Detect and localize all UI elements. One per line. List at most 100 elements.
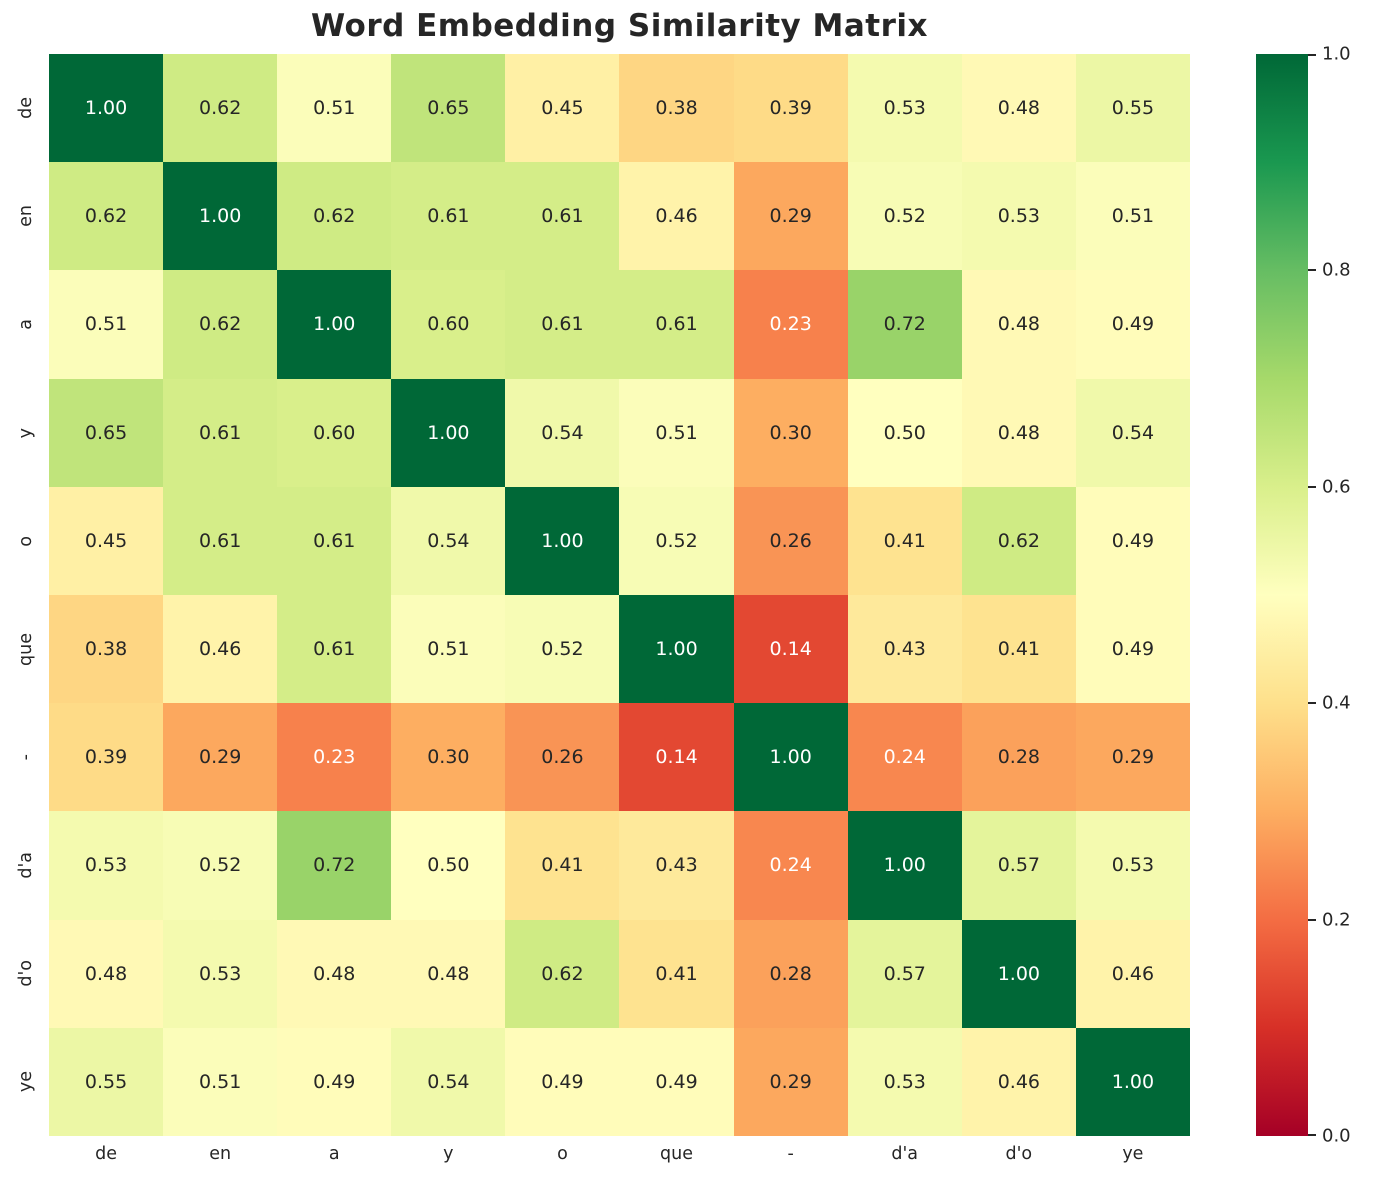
heatmap-cell: 0.54 bbox=[391, 1027, 506, 1136]
heatmap-cell: 0.30 bbox=[391, 703, 506, 812]
heatmap-cell: 0.57 bbox=[847, 919, 962, 1028]
colorbar-tick-mark bbox=[1308, 269, 1316, 272]
heatmap-cell: 0.65 bbox=[391, 54, 506, 163]
heatmap-cell: 0.53 bbox=[1075, 811, 1190, 920]
heatmap-cell: 0.61 bbox=[505, 162, 620, 271]
heatmap-cell: 0.53 bbox=[847, 1027, 962, 1136]
x-tick-label: a bbox=[328, 1144, 340, 1164]
heatmap-cell: 0.45 bbox=[49, 486, 164, 595]
heatmap-cell: 0.48 bbox=[961, 54, 1076, 163]
x-tick-label: que bbox=[660, 1144, 693, 1164]
x-axis-tick-labels: de en a y o que - d'a d'o ye bbox=[49, 1144, 1190, 1174]
heatmap-cell: 0.43 bbox=[619, 811, 734, 920]
colorbar-tick-label: 0.2 bbox=[1322, 909, 1351, 931]
heatmap-cell: 0.48 bbox=[277, 919, 392, 1028]
heatmap-cell: 1.00 bbox=[163, 162, 278, 271]
heatmap-cell: 0.50 bbox=[847, 378, 962, 487]
heatmap-cell: 0.28 bbox=[961, 703, 1076, 812]
x-tick-label: d'a bbox=[891, 1144, 919, 1164]
heatmap-cell: 1.00 bbox=[1075, 1027, 1190, 1136]
heatmap-cell: 0.62 bbox=[505, 919, 620, 1028]
heatmap-cell: 0.39 bbox=[49, 703, 164, 812]
heatmap-cell: 0.62 bbox=[49, 162, 164, 271]
heatmap-cell: 0.61 bbox=[619, 270, 734, 379]
heatmap-cell: 0.38 bbox=[619, 54, 734, 163]
heatmap-cell: 0.46 bbox=[619, 162, 734, 271]
y-tick-label: - bbox=[16, 754, 36, 761]
heatmap-cell: 1.00 bbox=[391, 378, 506, 487]
x-tick-label: o bbox=[557, 1144, 568, 1164]
x-tick-label: en bbox=[209, 1144, 232, 1164]
y-tick-label: o bbox=[16, 535, 36, 547]
heatmap-cell: 0.39 bbox=[733, 54, 848, 163]
colorbar: 1.0 0.8 0.6 0.4 0.2 0.0 bbox=[1256, 44, 1351, 1147]
heatmap-cell: 0.50 bbox=[391, 811, 506, 920]
heatmap-cell: 0.49 bbox=[1075, 486, 1190, 595]
heatmap-cell: 0.41 bbox=[505, 811, 620, 920]
heatmap-cell: 0.51 bbox=[163, 1027, 278, 1136]
heatmap-cell: 1.00 bbox=[49, 54, 164, 163]
heatmap-cell: 0.57 bbox=[961, 811, 1076, 920]
heatmap-cell: 0.41 bbox=[619, 919, 734, 1028]
heatmap-cell: 0.61 bbox=[391, 162, 506, 271]
heatmap-cell: 0.24 bbox=[847, 703, 962, 812]
heatmap-cell: 1.00 bbox=[847, 811, 962, 920]
heatmap-cell: 0.62 bbox=[961, 486, 1076, 595]
heatmap-cell: 0.61 bbox=[505, 270, 620, 379]
heatmap-cell: 0.53 bbox=[961, 162, 1076, 271]
heatmap-cell: 0.53 bbox=[163, 919, 278, 1028]
heatmap-cell: 0.23 bbox=[733, 270, 848, 379]
heatmap-cell: 0.14 bbox=[619, 703, 734, 812]
heatmap-cell: 0.54 bbox=[391, 486, 506, 595]
heatmap-cell: 0.49 bbox=[1075, 270, 1190, 379]
heatmap-cell: 0.53 bbox=[847, 54, 962, 163]
heatmap-cell: 0.29 bbox=[733, 162, 848, 271]
heatmap-cell: 0.30 bbox=[733, 378, 848, 487]
heatmap-cell: 0.45 bbox=[505, 54, 620, 163]
colorbar-tick-mark bbox=[1308, 485, 1316, 488]
heatmap-cell: 0.51 bbox=[277, 54, 392, 163]
heatmap-cell: 0.55 bbox=[1075, 54, 1190, 163]
colorbar-tick-label: 0.8 bbox=[1322, 259, 1351, 281]
colorbar-tick-label: 0.6 bbox=[1322, 476, 1351, 498]
heatmap-cell: 0.61 bbox=[163, 486, 278, 595]
heatmap-cell: 0.24 bbox=[733, 811, 848, 920]
heatmap-cell: 0.43 bbox=[847, 594, 962, 704]
heatmap-cell: 0.51 bbox=[619, 378, 734, 487]
heatmap-cell: 0.48 bbox=[49, 919, 164, 1028]
heatmap-cell: 1.00 bbox=[277, 270, 392, 379]
heatmap-cell: 0.49 bbox=[505, 1027, 620, 1136]
heatmap-cell: 0.61 bbox=[163, 378, 278, 487]
y-tick-label: que bbox=[16, 632, 36, 666]
y-tick-label: a bbox=[16, 319, 36, 330]
colorbar-tick-mark bbox=[1308, 54, 1316, 56]
x-tick-label: y bbox=[443, 1144, 454, 1164]
x-tick-label: ye bbox=[1122, 1144, 1144, 1164]
heatmap-cell: 0.26 bbox=[733, 486, 848, 595]
heatmap-cell: 0.54 bbox=[1075, 378, 1190, 487]
heatmap-cell: 0.41 bbox=[961, 594, 1076, 704]
heatmap-cell: 0.28 bbox=[733, 919, 848, 1028]
heatmap-cell: 0.72 bbox=[847, 270, 962, 379]
heatmap-cell: 0.51 bbox=[391, 594, 506, 704]
heatmap-cell: 0.38 bbox=[49, 594, 164, 704]
y-tick-label: y bbox=[16, 427, 36, 438]
heatmap-cell: 1.00 bbox=[733, 703, 848, 812]
heatmap-cell: 0.49 bbox=[619, 1027, 734, 1136]
heatmap-cell: 0.61 bbox=[277, 486, 392, 595]
y-tick-label: d'a bbox=[16, 852, 36, 879]
y-tick-label: de bbox=[16, 97, 36, 120]
heatmap-cell: 0.46 bbox=[1075, 919, 1190, 1028]
heatmap-cell: 0.49 bbox=[277, 1027, 392, 1136]
heatmap-cell: 0.14 bbox=[733, 594, 848, 704]
colorbar-tick-label: 1.0 bbox=[1322, 43, 1351, 65]
y-tick-label: d'o bbox=[16, 960, 36, 988]
heatmap-cell: 0.29 bbox=[163, 703, 278, 812]
x-tick-label: de bbox=[95, 1144, 117, 1164]
colorbar-gradient bbox=[1256, 54, 1308, 1136]
x-tick-label: - bbox=[787, 1144, 794, 1164]
heatmap-cell: 1.00 bbox=[505, 486, 620, 595]
chart-title: Word Embedding Similarity Matrix bbox=[310, 8, 929, 44]
colorbar-tick-label: 0.4 bbox=[1322, 692, 1351, 714]
